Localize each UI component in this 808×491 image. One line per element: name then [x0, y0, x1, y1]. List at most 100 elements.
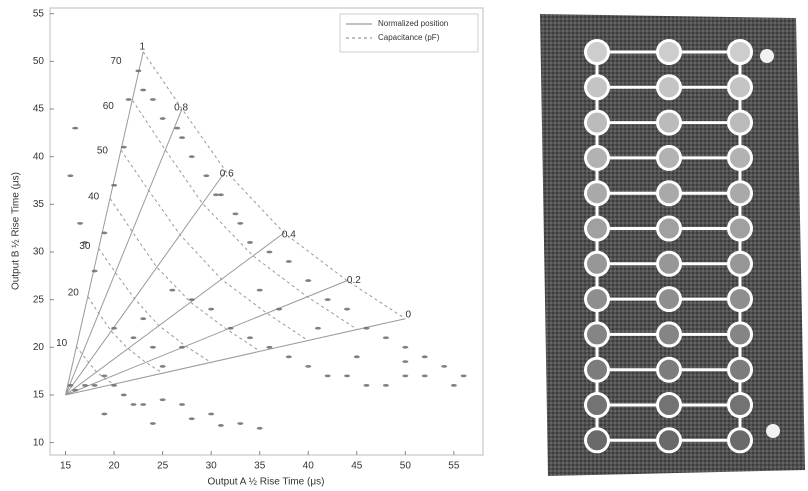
- x-tick-label: 20: [109, 461, 121, 472]
- point: [101, 374, 107, 377]
- annotation: 0.8: [174, 103, 188, 114]
- point: [363, 384, 369, 387]
- point: [150, 422, 156, 425]
- annotation: 0.6: [220, 168, 234, 179]
- electrode: [658, 217, 681, 240]
- electrode: [729, 394, 752, 417]
- y-tick-label: 10: [33, 437, 45, 448]
- electrode: [658, 41, 681, 64]
- electrode: [729, 323, 752, 346]
- point: [160, 365, 166, 368]
- electrode: [586, 41, 609, 64]
- point: [276, 308, 282, 311]
- point: [140, 317, 146, 320]
- point: [189, 298, 195, 301]
- point: [257, 427, 263, 430]
- point: [169, 289, 175, 292]
- point: [286, 355, 292, 358]
- point: [257, 289, 263, 292]
- point: [160, 398, 166, 401]
- electrode: [658, 182, 681, 205]
- electrode: [586, 394, 609, 417]
- point: [402, 346, 408, 349]
- legend-label: Capacitance (pF): [378, 33, 440, 42]
- point: [344, 374, 350, 377]
- electrode: [729, 41, 752, 64]
- point: [247, 336, 253, 339]
- point: [315, 327, 321, 330]
- point: [451, 384, 457, 387]
- point: [179, 136, 185, 139]
- x-tick-label: 45: [351, 461, 363, 472]
- point: [208, 308, 214, 311]
- electrode: [729, 76, 752, 99]
- point: [140, 403, 146, 406]
- electrode: [586, 111, 609, 134]
- electrode: [729, 288, 752, 311]
- electrode: [586, 429, 609, 452]
- electrode: [658, 394, 681, 417]
- electrode: [658, 252, 681, 275]
- point: [402, 374, 408, 377]
- point: [208, 413, 214, 416]
- point: [67, 174, 73, 177]
- electrode: [658, 111, 681, 134]
- x-axis-title: Output A ½ Rise Time (μs): [208, 477, 325, 488]
- point: [111, 384, 117, 387]
- point: [305, 279, 311, 282]
- electrode: [658, 76, 681, 99]
- electrode: [658, 358, 681, 381]
- point: [325, 374, 331, 377]
- y-tick-label: 30: [33, 247, 45, 258]
- point: [354, 355, 360, 358]
- y-tick-label: 25: [33, 294, 45, 305]
- electrode: [729, 111, 752, 134]
- annotation: 0.4: [282, 229, 296, 240]
- point: [140, 89, 146, 92]
- electrode: [729, 358, 752, 381]
- electrode: [586, 288, 609, 311]
- point: [189, 417, 195, 420]
- annotation: 70: [110, 56, 122, 67]
- annotation: 50: [97, 146, 109, 157]
- annotation: 1: [139, 42, 145, 53]
- point: [82, 384, 88, 387]
- point: [266, 251, 272, 254]
- point: [237, 422, 243, 425]
- point: [363, 327, 369, 330]
- electrode: [729, 182, 752, 205]
- y-tick-label: 55: [33, 8, 45, 19]
- point: [101, 232, 107, 235]
- page: {"chart_data": {"type": "scatter", "x_la…: [0, 0, 808, 491]
- x-tick-label: 50: [400, 461, 412, 472]
- point: [92, 384, 98, 387]
- connector: [760, 49, 774, 63]
- point: [344, 308, 350, 311]
- y-tick-label: 50: [33, 56, 45, 67]
- annotation: 0.2: [347, 275, 361, 286]
- electrode: [658, 429, 681, 452]
- x-tick-label: 15: [60, 461, 72, 472]
- point: [422, 355, 428, 358]
- point: [130, 403, 136, 406]
- point: [383, 336, 389, 339]
- point: [237, 222, 243, 225]
- point: [383, 384, 389, 387]
- electrode: [586, 252, 609, 275]
- y-tick-label: 45: [33, 104, 45, 115]
- electrode: [586, 146, 609, 169]
- annotation: 10: [56, 338, 68, 349]
- point: [160, 117, 166, 120]
- point: [286, 260, 292, 263]
- point: [130, 336, 136, 339]
- electrode: [658, 288, 681, 311]
- point: [77, 222, 83, 225]
- annotation: 20: [68, 288, 80, 299]
- annotation: 40: [88, 191, 100, 202]
- point: [402, 360, 408, 363]
- point: [179, 346, 185, 349]
- point: [111, 327, 117, 330]
- point: [189, 155, 195, 158]
- point: [174, 127, 180, 130]
- point: [121, 146, 127, 149]
